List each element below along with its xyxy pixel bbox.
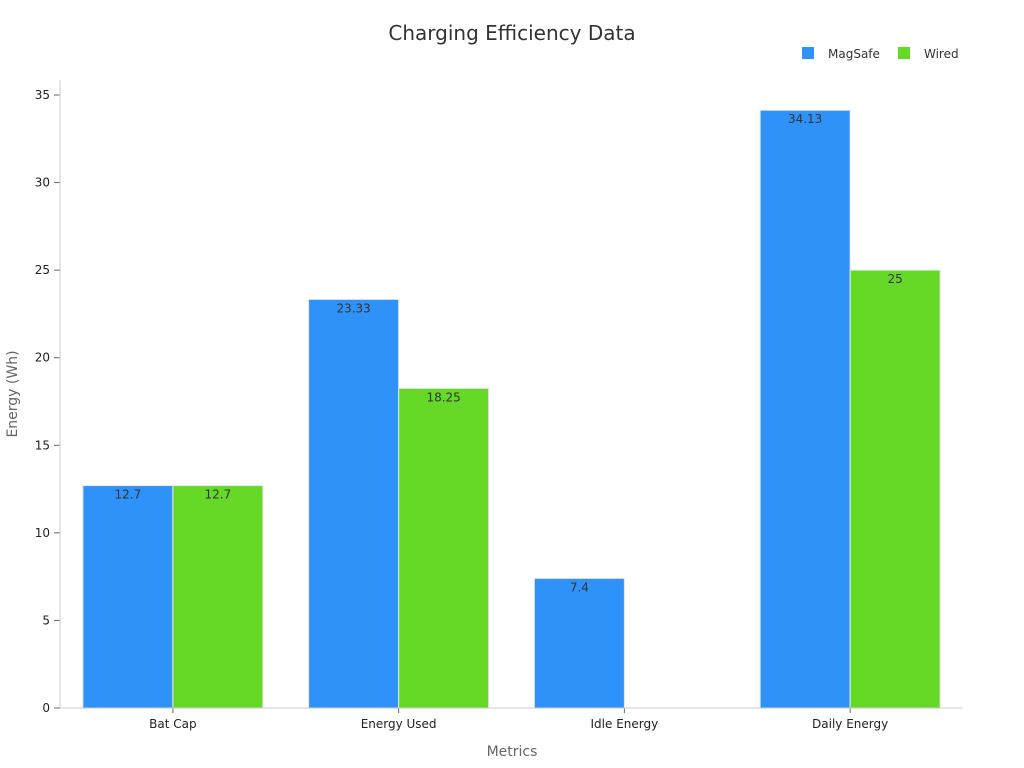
bars: 12.7 12.7 23.33 18.25 7.4 34.13 25 (82, 109, 941, 709)
x-axis-ticks: Bat Cap Energy Used Idle Energy Daily Energ… (149, 708, 888, 731)
data-label-magsafe: 34.13 (788, 112, 822, 126)
legend-label-wired: Wired (924, 47, 959, 61)
data-label-magsafe: 23.33 (336, 301, 370, 315)
y-tick-label: 10 (35, 526, 50, 540)
legend-label-magsafe: MagSafe (828, 47, 880, 61)
bar-wired (849, 269, 941, 709)
y-axis-title: Energy (Wh) (5, 350, 21, 437)
data-label-magsafe: 12.7 (115, 488, 142, 502)
x-tick-label: Bat Cap (149, 717, 196, 731)
bar-magsafe (82, 485, 174, 709)
y-tick-label: 25 (35, 263, 50, 277)
y-tick-label: 20 (35, 351, 50, 365)
bar-magsafe (308, 298, 400, 709)
bar-magsafe (759, 109, 851, 709)
x-tick-label: Idle Energy (591, 717, 659, 731)
y-tick-label: 0 (42, 701, 50, 715)
legend-swatch-wired (898, 47, 910, 59)
y-tick-label: 5 (42, 613, 50, 627)
bar-wired (398, 387, 490, 709)
x-tick-label: Energy Used (361, 717, 437, 731)
y-tick-label: 15 (35, 438, 50, 452)
y-tick-label: 35 (35, 88, 50, 102)
x-axis-title: Metrics (487, 744, 538, 760)
data-label-magsafe: 7.4 (570, 580, 589, 594)
legend-swatch-magsafe (802, 47, 814, 59)
chart-title: Charging Efficiency Data (388, 21, 635, 45)
legend: MagSafe Wired (802, 47, 959, 61)
data-label-wired: 25 (887, 272, 902, 286)
bar-wired (172, 485, 264, 709)
data-label-wired: 12.7 (205, 488, 232, 502)
y-tick-label: 30 (35, 176, 50, 190)
data-label-wired: 18.25 (426, 390, 460, 404)
bar-magsafe (533, 577, 625, 709)
x-tick-label: Daily Energy (812, 717, 888, 731)
y-axis-ticks: 0 5 10 15 20 25 30 35 (35, 88, 60, 715)
